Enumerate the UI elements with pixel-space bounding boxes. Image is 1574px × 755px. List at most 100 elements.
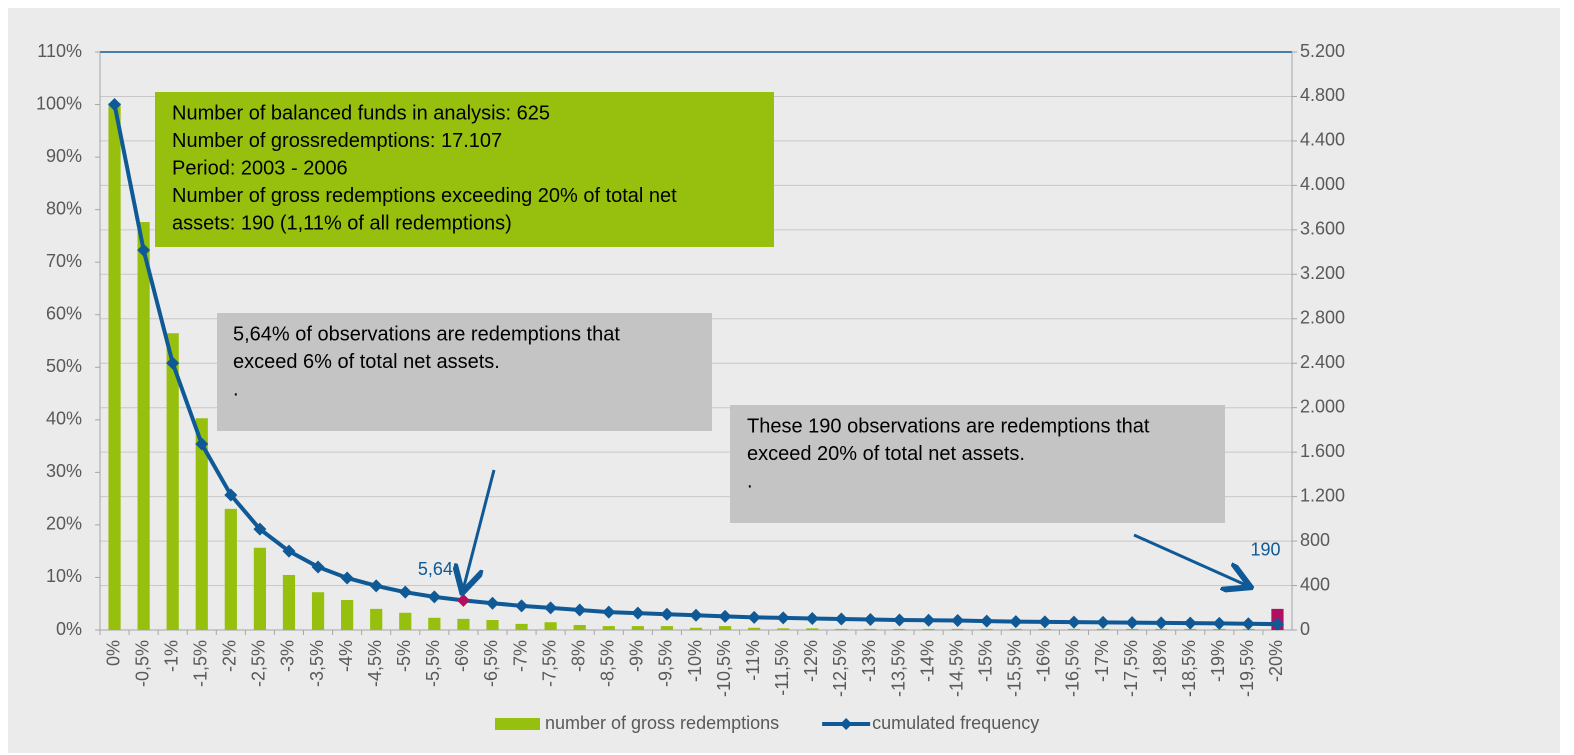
x-tick-label: -6% (452, 640, 472, 672)
y2-tick-label: 800 (1300, 530, 1330, 550)
x-tick-label: -18,5% (1179, 640, 1199, 697)
y2-tick-label: 0 (1300, 619, 1310, 639)
y-tick-label: 0% (56, 619, 82, 639)
annotation-text: Number of gross redemptions exceeding 20… (172, 185, 677, 207)
marker (224, 488, 238, 502)
legend-label: cumulated frequency (872, 713, 1039, 733)
annotation-box (730, 405, 1225, 523)
bar (486, 619, 499, 630)
x-tick-label: -10% (685, 640, 705, 682)
x-tick-label: -5% (394, 640, 414, 672)
x-tick-label: -3,5% (307, 640, 327, 687)
x-tick-label: -7,5% (539, 640, 559, 687)
bar (195, 418, 208, 630)
marker (1067, 615, 1081, 629)
marker (602, 605, 616, 619)
x-tick-label: -14,5% (946, 640, 966, 697)
marker (282, 544, 296, 558)
bar (108, 103, 121, 631)
marker (805, 611, 819, 625)
marker (1009, 615, 1023, 629)
x-tick-label: -12,5% (830, 640, 850, 697)
bar (660, 626, 674, 630)
marker (311, 560, 325, 574)
annotation-box (217, 313, 712, 431)
x-tick-label: -4% (336, 640, 356, 672)
bar (253, 547, 267, 630)
y2-tick-label: 5.200 (1300, 41, 1345, 61)
x-tick-label: -16,5% (1063, 640, 1083, 697)
marker (1038, 615, 1052, 629)
marker (427, 590, 441, 604)
x-tick-label: -18% (1150, 640, 1170, 682)
y-tick-label: 40% (46, 409, 82, 429)
marker (108, 98, 122, 112)
x-tick-label: -14% (917, 640, 937, 682)
marker (863, 612, 877, 626)
bar (370, 608, 383, 630)
y-tick-label: 50% (46, 356, 82, 376)
y2-tick-label: 3.600 (1300, 219, 1345, 239)
x-tick-label: -9% (627, 640, 647, 672)
x-tick-label: -11% (743, 640, 763, 681)
marker (834, 612, 848, 626)
marker (951, 614, 965, 628)
annotation-text: Period: 2003 - 2006 (172, 157, 348, 179)
x-tick-label: -17,5% (1121, 640, 1141, 697)
bar (835, 628, 848, 630)
marker (485, 596, 499, 610)
x-tick-label: -19,5% (1237, 640, 1257, 697)
annotation-text: exceed 6% of total net assets. (233, 351, 500, 373)
y2-tick-label: 4.400 (1300, 130, 1345, 150)
marker (369, 579, 383, 593)
bar (457, 618, 470, 630)
bar (544, 622, 557, 630)
bar (1009, 628, 1022, 630)
bar (1067, 628, 1081, 630)
bar (1125, 628, 1139, 630)
annotation-text: 5,64% of observations are redemptions th… (233, 323, 620, 345)
marker (1241, 617, 1255, 631)
arrow (1133, 533, 1248, 586)
annotation-text: These 190 observations are redemptions t… (747, 415, 1150, 437)
marker (340, 571, 354, 585)
bar (893, 628, 906, 630)
bar (311, 592, 325, 630)
x-tick-label: -11,5% (772, 640, 792, 696)
bar (602, 626, 615, 630)
x-tick-label: -7% (510, 640, 530, 672)
y2-tick-label: 400 (1300, 574, 1330, 594)
legend-swatch (840, 718, 853, 730)
y2-tick-label: 2.400 (1300, 352, 1345, 372)
marker (195, 437, 209, 451)
y-tick-label: 110% (37, 41, 82, 61)
marker (1212, 616, 1226, 630)
x-tick-label: -3% (278, 640, 298, 672)
bar (573, 624, 586, 630)
bar (1155, 628, 1168, 630)
x-tick-label: -15% (975, 640, 995, 682)
y2-tick-label: 1.600 (1300, 441, 1345, 461)
x-tick-label: -2,5% (249, 640, 269, 687)
y-tick-label: 20% (46, 514, 82, 534)
y-tick-label: 30% (46, 461, 82, 481)
marker (893, 613, 907, 627)
x-tick-label: -16% (1034, 640, 1054, 682)
y-tick-label: 10% (46, 566, 82, 586)
x-tick-label: -1,5% (191, 640, 211, 687)
annotation-text: exceed 20% of total net assets. (747, 443, 1025, 465)
x-tick-label: -1% (161, 640, 181, 672)
x-tick-label: -15,5% (1005, 640, 1025, 697)
bar (864, 628, 877, 630)
bar (748, 627, 761, 630)
bar (718, 626, 732, 630)
x-tick-label: -19% (1208, 640, 1228, 682)
data-label: 5,64 (418, 559, 453, 579)
x-tick-label: -5,5% (423, 640, 443, 687)
marker (544, 601, 558, 615)
annotation-text: assets: 190 (1,11% of all redemptions) (172, 212, 512, 234)
arrow (463, 469, 496, 590)
bar (922, 628, 935, 630)
marker (1096, 615, 1110, 629)
